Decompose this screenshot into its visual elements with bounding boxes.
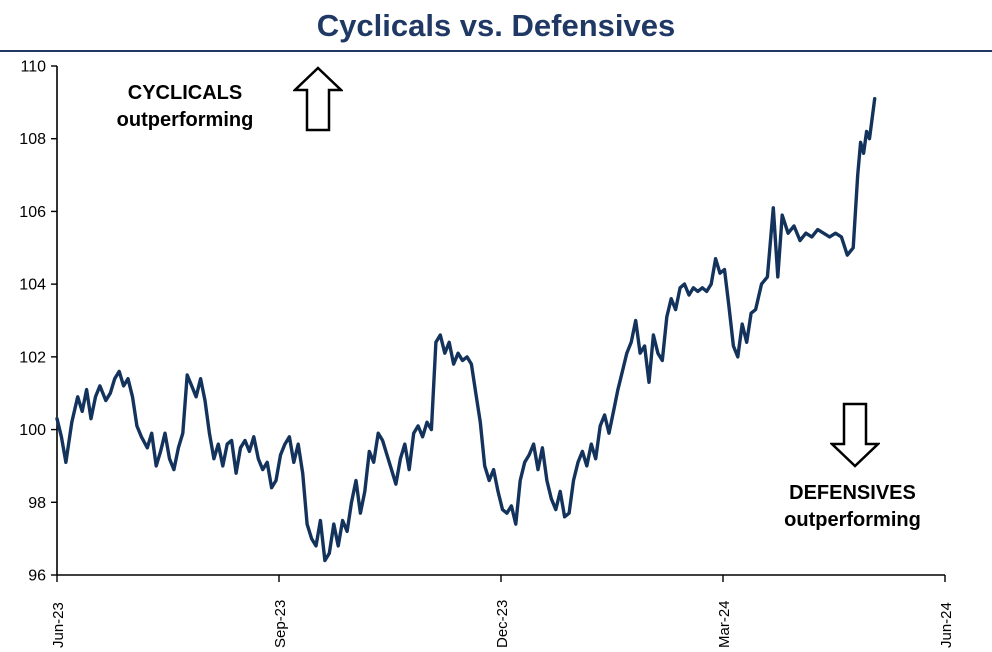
y-axis-tick-label: 98	[28, 495, 46, 512]
annotation-cyclicals-outperforming: CYCLICALS outperforming	[70, 80, 300, 134]
chart-header: Cyclicals vs. Defensives	[0, 0, 992, 52]
y-axis-tick-label: 108	[19, 131, 46, 148]
y-axis-tick-label: 104	[19, 277, 46, 294]
x-axis-tick-label: Jun-24	[938, 602, 955, 648]
x-axis-tick-label: Jun-23	[50, 602, 67, 648]
y-axis-tick-label: 106	[19, 204, 46, 221]
y-axis-tick-label: 110	[20, 59, 46, 76]
annotation-cyclicals-line1: CYCLICALS	[127, 82, 243, 104]
up-arrow-icon	[293, 66, 343, 132]
down-arrow-icon	[830, 402, 880, 468]
y-axis-tick-label: 96	[28, 568, 46, 585]
y-axis-tick-label: 102	[19, 349, 46, 366]
chart-title: Cyclicals vs. Defensives	[316, 8, 676, 43]
x-axis-tick-label: Mar-24	[716, 600, 733, 648]
annotation-defensives-line1: DEFENSIVES	[789, 482, 916, 504]
annotation-cyclicals-line2: outperforming	[116, 109, 254, 131]
series-line-cyclicals-vs-defensives	[55, 97, 877, 563]
x-axis-tick-label: Sep-23	[272, 600, 289, 648]
y-axis-tick-label: 100	[19, 422, 46, 439]
x-axis-tick-label: Dec-23	[494, 600, 511, 648]
annotation-defensives-line2: outperforming	[784, 509, 921, 531]
annotation-defensives-outperforming: DEFENSIVES outperforming	[735, 480, 970, 534]
